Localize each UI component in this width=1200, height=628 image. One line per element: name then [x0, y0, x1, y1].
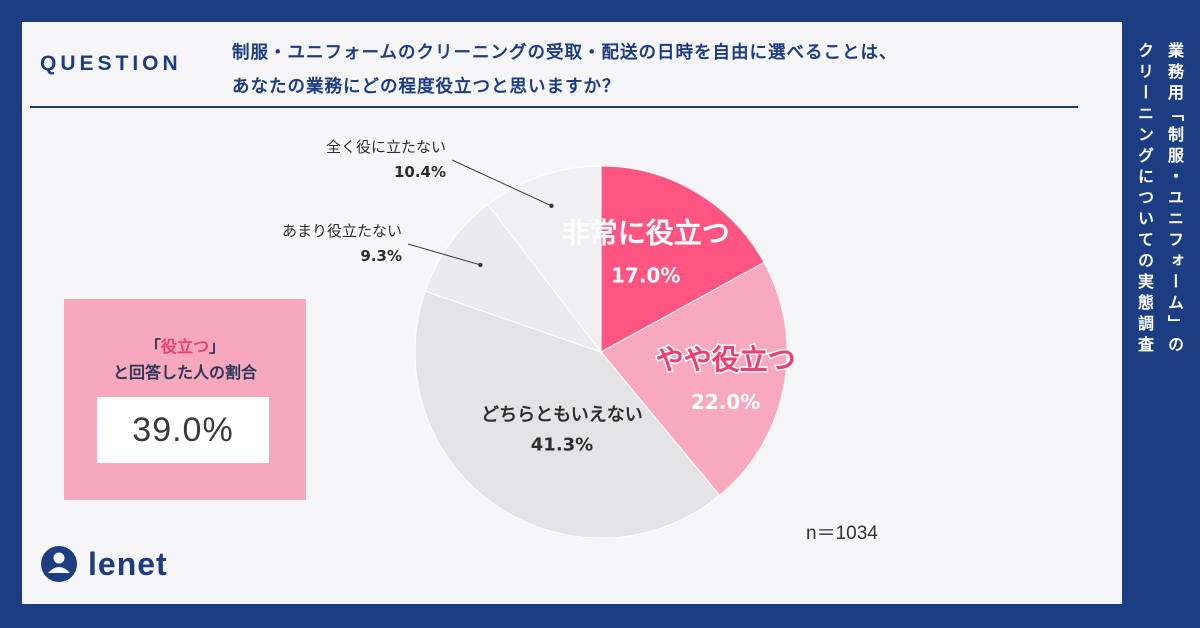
slice-label-0: 非常に役立つ	[562, 217, 730, 250]
leader-line-3	[407, 243, 481, 266]
leader-dot-3	[478, 262, 483, 268]
slice-value-0: 17.0%	[611, 264, 680, 288]
summary-highlight: 役立つ	[160, 337, 209, 356]
slice-value-2: 41.3%	[531, 434, 593, 455]
summary-box: 「役立つ」 と回答した人の割合 39.0%	[64, 299, 306, 500]
side-title-col-2: クリーニングについての実態調査	[1135, 42, 1154, 357]
slice-label-4: 全く役に立たない	[326, 138, 446, 156]
slice-label-1: やや役立つ	[656, 343, 796, 376]
question-line-1: 制服・ユニフォームのクリーニングの受取・配送の日時を自由に選べることは、	[232, 43, 898, 63]
pie-slice-1	[600, 261, 788, 497]
slice-label-2: どちらともいえない	[481, 404, 643, 425]
summary-bracket-close: 」	[209, 337, 226, 356]
question-text: 制服・ユニフォームのクリーニングの受取・配送の日時を自由に選べることは、 あなた…	[232, 36, 1052, 104]
lenet-mascot-icon	[41, 546, 77, 582]
pie-slice-0	[600, 165, 765, 353]
side-title-col-1: 業務用「制服・ユニフォーム」の	[1165, 42, 1184, 357]
sample-size: n＝1034	[806, 523, 878, 544]
summary-bracket-open: 「	[144, 337, 161, 356]
slice-label-3: あまり役立たない	[282, 222, 402, 240]
question-label: QUESTION	[40, 52, 182, 75]
pie-slice-3	[424, 203, 603, 354]
summary-heading: 「役立つ」	[64, 333, 306, 357]
side-title: 業務用「制服・ユニフォーム」の クリーニングについての実態調査	[1128, 22, 1194, 604]
pie-slice-2	[414, 290, 721, 539]
pie-slice-4	[487, 165, 602, 354]
slice-value-3: 9.3%	[360, 247, 402, 265]
slice-value-1: 22.0%	[691, 390, 760, 414]
lenet-logo: lenet	[40, 544, 168, 584]
summary-subheading: と回答した人の割合	[112, 363, 257, 382]
slice-value-4: 10.4%	[394, 163, 446, 181]
question-line-2: あなたの業務にどの程度役立つと思いますか？	[232, 77, 621, 97]
logo-text: lenet	[88, 545, 168, 582]
leader-dot-4	[549, 203, 554, 208]
leader-line-4	[451, 159, 552, 207]
question-divider	[30, 106, 1078, 108]
summary-value: 39.0%	[97, 397, 269, 463]
